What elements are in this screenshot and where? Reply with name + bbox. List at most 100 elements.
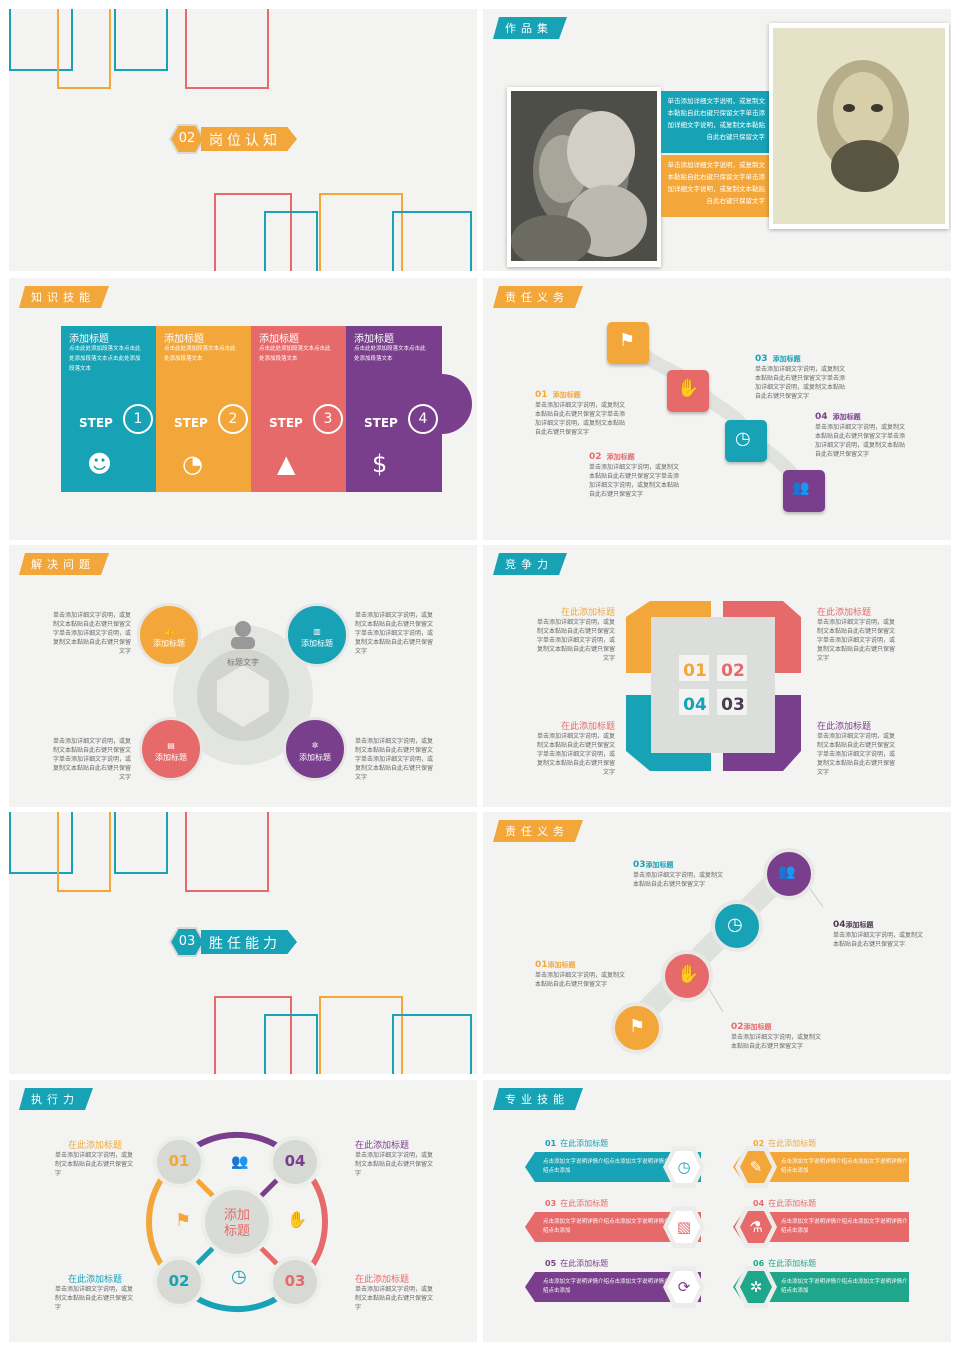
skill-hex: ▧: [663, 1206, 705, 1248]
slide-10[interactable]: 专业技能 01 在此添加标题 点击添加文字说明详情介绍点击添加文字说明详情介绍点击添…: [483, 1080, 951, 1342]
step-square-3[interactable]: ◷: [725, 420, 767, 462]
item-text: 单击添加详细文字说明，或复制文本黏贴自此右键只保留文字单击添加详细文字说明，或复…: [535, 402, 626, 436]
item-label: 添加标题: [845, 921, 874, 929]
step-square-1[interactable]: ⚑: [607, 322, 649, 364]
pie-icon: ◔: [182, 450, 203, 478]
item-num: 04: [833, 920, 846, 930]
bubble-red[interactable]: ▤ 添加标题: [139, 717, 203, 781]
stairs-icon: ⚑: [619, 330, 636, 351]
growth-icon: ▲: [277, 450, 296, 478]
block-title: 在此添加标题: [355, 1275, 410, 1285]
step-number: 4: [408, 404, 438, 434]
deco-line: [9, 9, 73, 71]
item-03: 03添加标题 单击添加详细文字说明，或复制文本黏贴自此右键只保留文字: [633, 852, 723, 889]
item-label: 添加标题: [645, 861, 674, 869]
slide-tag: 竞争力: [493, 553, 567, 575]
skill-text: 点击添加文字说明详情介绍点击添加文字说明详情介绍点击添加: [781, 1279, 908, 1294]
node-2[interactable]: ✋: [661, 950, 713, 1002]
diagonal-connector: [624, 335, 806, 491]
skill-icon: ⚗: [740, 1211, 772, 1243]
knot-num-01: 01: [683, 661, 707, 681]
section-title: 岗位认知: [209, 133, 281, 149]
bubble-orange[interactable]: 👍 添加标题: [137, 603, 201, 667]
slide-5[interactable]: 解决问题 标题文字 👍 添加标题 ▥ 添加标题 ▤ 添加标题 ✲ 添加标题 单击添加详细…: [9, 545, 477, 807]
step-label: STEP: [79, 416, 113, 430]
block-title: 在此添加标题: [817, 722, 872, 732]
item-03: 03 添加标题 单击添加详细文字说明，或复制文本黏贴自此右键只保留文字单击添加详…: [755, 346, 845, 401]
skill-hex: ⟳: [663, 1266, 705, 1308]
skill-icon: ✎: [740, 1151, 772, 1183]
step-number: 2: [218, 404, 248, 434]
item-01: 01添加标题 单击添加详细文字说明，或复制文本黏贴自此右键只保留文字: [535, 952, 625, 989]
deco-line: [185, 812, 269, 892]
step-title: 添加标题: [354, 334, 394, 345]
slide-9[interactable]: 执行力 添加标题 01 04 02 03 👥 ⚑ ✋ ◷ 在此添加标题 单击添加详…: [9, 1080, 477, 1342]
skill-num: 06: [753, 1259, 765, 1268]
item-text: 单击添加详细文字说明，或复制文本黏贴自此右键只保留文字: [535, 972, 626, 988]
item-02: 02 添加标题 单击添加详细文字说明，或复制文本黏贴自此右键只保留文字单击添加详…: [589, 444, 679, 499]
skill-num: 01: [545, 1139, 557, 1148]
node-1[interactable]: ⚑: [611, 1002, 663, 1054]
person-icon: ☻: [87, 450, 113, 478]
runner-icon: ⚑: [175, 1210, 192, 1231]
bubble-teal[interactable]: ▥ 添加标题: [285, 603, 349, 667]
skill-title-text: 在此添加标题: [768, 1199, 817, 1208]
node-3[interactable]: ◷: [711, 900, 763, 952]
skill-icon: ▧: [668, 1211, 700, 1243]
slide-7[interactable]: 03 胜任能力: [9, 812, 477, 1074]
step-number: 1: [123, 404, 153, 434]
ring-num-04: 04: [284, 1152, 306, 1170]
block-top-left: 在此添加标题 单击添加详细文字说明，或复制文本黏贴自此右键只保留文字单击添加详细文…: [535, 605, 615, 663]
step-card[interactable]: 添加标题 点击此处添加段落文本点击此处添加段落文本 STEP 2 ◔: [156, 326, 282, 492]
node-4[interactable]: 👥: [763, 848, 815, 900]
skill-icon: ◷: [668, 1151, 700, 1183]
slide-tag: 知识技能: [19, 286, 109, 308]
step-title: 添加标题: [259, 334, 299, 345]
slide-6[interactable]: 竞争力 01 02 04 03 在此添加标题 单击添加详细文字说明，或复制文本黏贴…: [483, 545, 951, 807]
step-text: 点击此处添加段落文本点击此处添加段落文本: [164, 346, 236, 362]
step-card[interactable]: 添加标题 点击此处添加段落文本点击此处添加段落文本 STEP 3 ▲: [251, 326, 377, 492]
skill-text: 点击添加文字说明详情介绍点击添加文字说明详情介绍点击添加: [781, 1159, 908, 1174]
section-badge: 03 胜任能力: [169, 927, 299, 957]
gear-icon: ✲: [311, 741, 319, 750]
skill-title-text: 在此添加标题: [560, 1139, 609, 1148]
item-04: 04 添加标题 单击添加详细文字说明，或复制文本黏贴自此右键只保留文字单击添加详…: [815, 404, 905, 459]
hand-money-icon: ✋: [677, 964, 700, 985]
bubble-label: 添加标题: [299, 753, 331, 762]
item-num: 01: [535, 390, 548, 400]
item-num: 02: [589, 452, 602, 462]
block-text: 单击添加详细文字说明，或复制文本黏贴自此右键只保留文字: [355, 1152, 434, 1177]
block-title: 在此添加标题: [355, 1141, 410, 1151]
text-box-orange: 单击添加详细文字说明，或复制文本黏贴自此右键只保留文字单击添加详细文字说明，或复…: [661, 155, 769, 217]
bubble-purple[interactable]: ✲ 添加标题: [283, 717, 347, 781]
center-title: 添加标题: [223, 1208, 250, 1239]
item-num: 02: [731, 1022, 744, 1032]
clock-icon: ◷: [735, 428, 751, 449]
skill-icon: ✲: [740, 1271, 772, 1303]
text-bottom-left: 单击添加详细文字说明，或复制文本黏贴自此右键只保留文字单击添加详细文字说明，或复…: [52, 738, 131, 781]
slide-tag: 执行力: [19, 1088, 93, 1110]
bubble-label: 添加标题: [155, 753, 187, 762]
slide-3[interactable]: 知识技能 添加标题 点击此处添加段落文本点击此处添加段落文本点击此处添加段落文本 S…: [9, 278, 477, 540]
thumb-icon: 👍: [164, 627, 174, 636]
deco-line: [214, 193, 292, 271]
step-square-2[interactable]: ✋: [667, 370, 709, 412]
deco-line: [214, 996, 292, 1074]
item-text: 单击添加详细文字说明，或复制文本黏贴自此右键只保留文字: [833, 932, 924, 948]
sketch-image: [773, 28, 945, 224]
hand-money-icon: ✋: [287, 1210, 307, 1229]
team-icon: 👥: [778, 864, 796, 880]
slide-4[interactable]: 责任义务 ⚑ ✋ ◷ 👥 01 添加标题 单击添加详细文字说明，或复制文本黏贴自…: [483, 278, 951, 540]
skill-title: 03 在此添加标题: [545, 1198, 608, 1209]
item-text: 单击添加详细文字说明，或复制文本黏贴自此右键只保留文字单击添加详细文字说明，或复…: [755, 366, 846, 400]
skill-title: 01 在此添加标题: [545, 1138, 608, 1149]
section-title: 胜任能力: [209, 936, 281, 952]
step-card[interactable]: 添加标题 点击此处添加段落文本点击此处添加段落文本 STEP 4 $: [346, 326, 472, 492]
block-title: 在此添加标题: [817, 608, 872, 618]
slide-8[interactable]: 责任义务 ⚑ ✋ ◷ 👥 01添加标题 单击添加详细文字说明，或复制文本黏贴自此右…: [483, 812, 951, 1074]
step-card[interactable]: 添加标题 点击此处添加段落文本点击此处添加段落文本点击此处添加段落文本 STEP 1 ☻: [61, 326, 187, 492]
item-label: 添加标题: [832, 413, 861, 421]
slide-1[interactable]: 02 岗位认知: [9, 9, 477, 271]
step-square-4[interactable]: 👥: [783, 470, 825, 512]
slide-2[interactable]: 作品集 单击添加详细文字说明，或复制文本黏贴自此右键只保留文字单击添加详细文字说…: [483, 9, 951, 271]
